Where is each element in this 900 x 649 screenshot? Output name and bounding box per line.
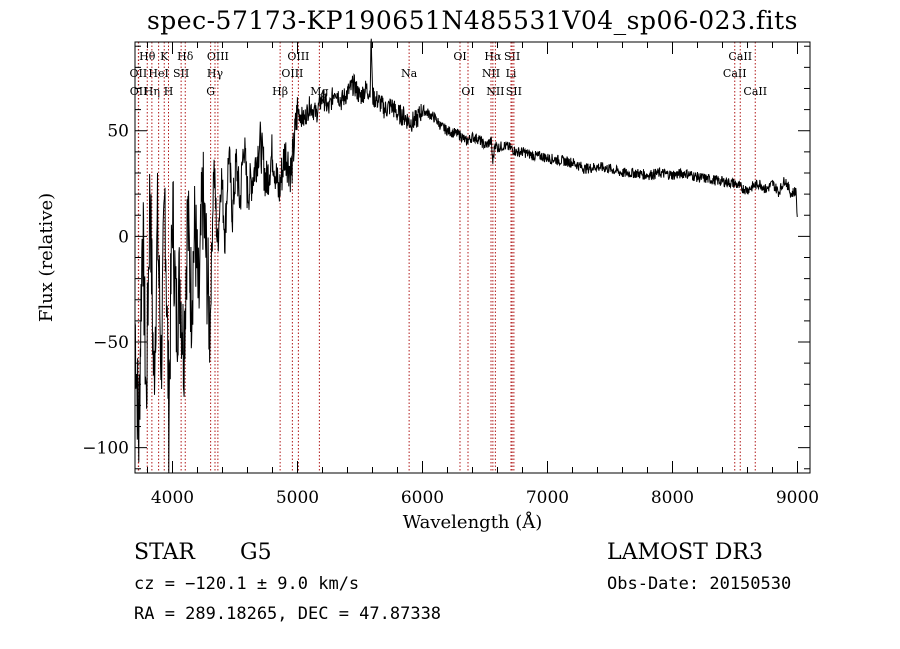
line-marker-label: Li [506,67,517,80]
line-marker-label: OIII [287,50,309,63]
plot-frame [134,41,811,474]
spectrum-line [134,38,798,474]
line-marker-label: NII [486,85,504,98]
line-marker-label: Hθ [139,50,156,63]
line-marker-label: Hη [144,85,160,98]
chart-title: spec-57173-KP190651N485531V04_sp06-023.f… [146,6,799,35]
redshift-cz: cz = −120.1 ± 9.0 km/s [134,574,360,594]
coordinates: RA = 289.18265, DEC = 47.87338 [134,604,442,624]
line-marker-label: SII [173,67,189,80]
y-tick-label: −50 [93,333,129,353]
line-marker-label: SII [504,50,520,63]
line-marker-label: Hβ [272,85,288,98]
line-marker-label: Hα [484,50,502,63]
object-class: STAR [134,540,195,565]
obs-date: Obs-Date: 20150530 [607,574,792,594]
x-tick-label: 5000 [276,488,319,508]
x-tick-label: 8000 [651,488,694,508]
line-marker-label: CaII [723,67,747,80]
x-tick-label: 9000 [776,488,819,508]
line-marker-label: HeI [148,67,168,80]
x-tick-label: 6000 [401,488,444,508]
line-marker-label: OIII [207,50,229,63]
line-marker-label: OIII [281,67,303,80]
spectral-subclass: G5 [240,540,272,565]
line-marker-label: H [164,85,174,98]
line-marker-label: CaII [743,85,767,98]
x-tick-label: 7000 [526,488,569,508]
line-marker-label: CaII [728,50,752,63]
y-tick-label: 50 [107,122,129,142]
line-marker-label: NII [482,67,500,80]
line-marker-label: OI [453,50,466,63]
line-marker-label: SII [506,85,522,98]
line-marker-label: Hδ [177,50,194,63]
x-axis-label: Wavelength (Å) [403,511,543,533]
line-marker-label: OI [461,85,474,98]
y-tick-label: −100 [82,439,129,459]
line-marker-label: G [206,85,215,98]
y-axis-label: Flux (relative) [36,193,57,322]
survey-name: LAMOST DR3 [607,540,763,565]
line-marker-label: Hγ [207,67,224,80]
line-marker-label: K [160,50,169,63]
line-marker-label: OII [130,85,148,98]
axis-ticks: 4000 5000 6000 7000 8000 9000 −100 −50 0 50 [82,42,819,508]
x-tick-label: 4000 [151,488,194,508]
y-tick-label: 0 [118,227,129,247]
line-marker-label: Na [401,67,418,80]
